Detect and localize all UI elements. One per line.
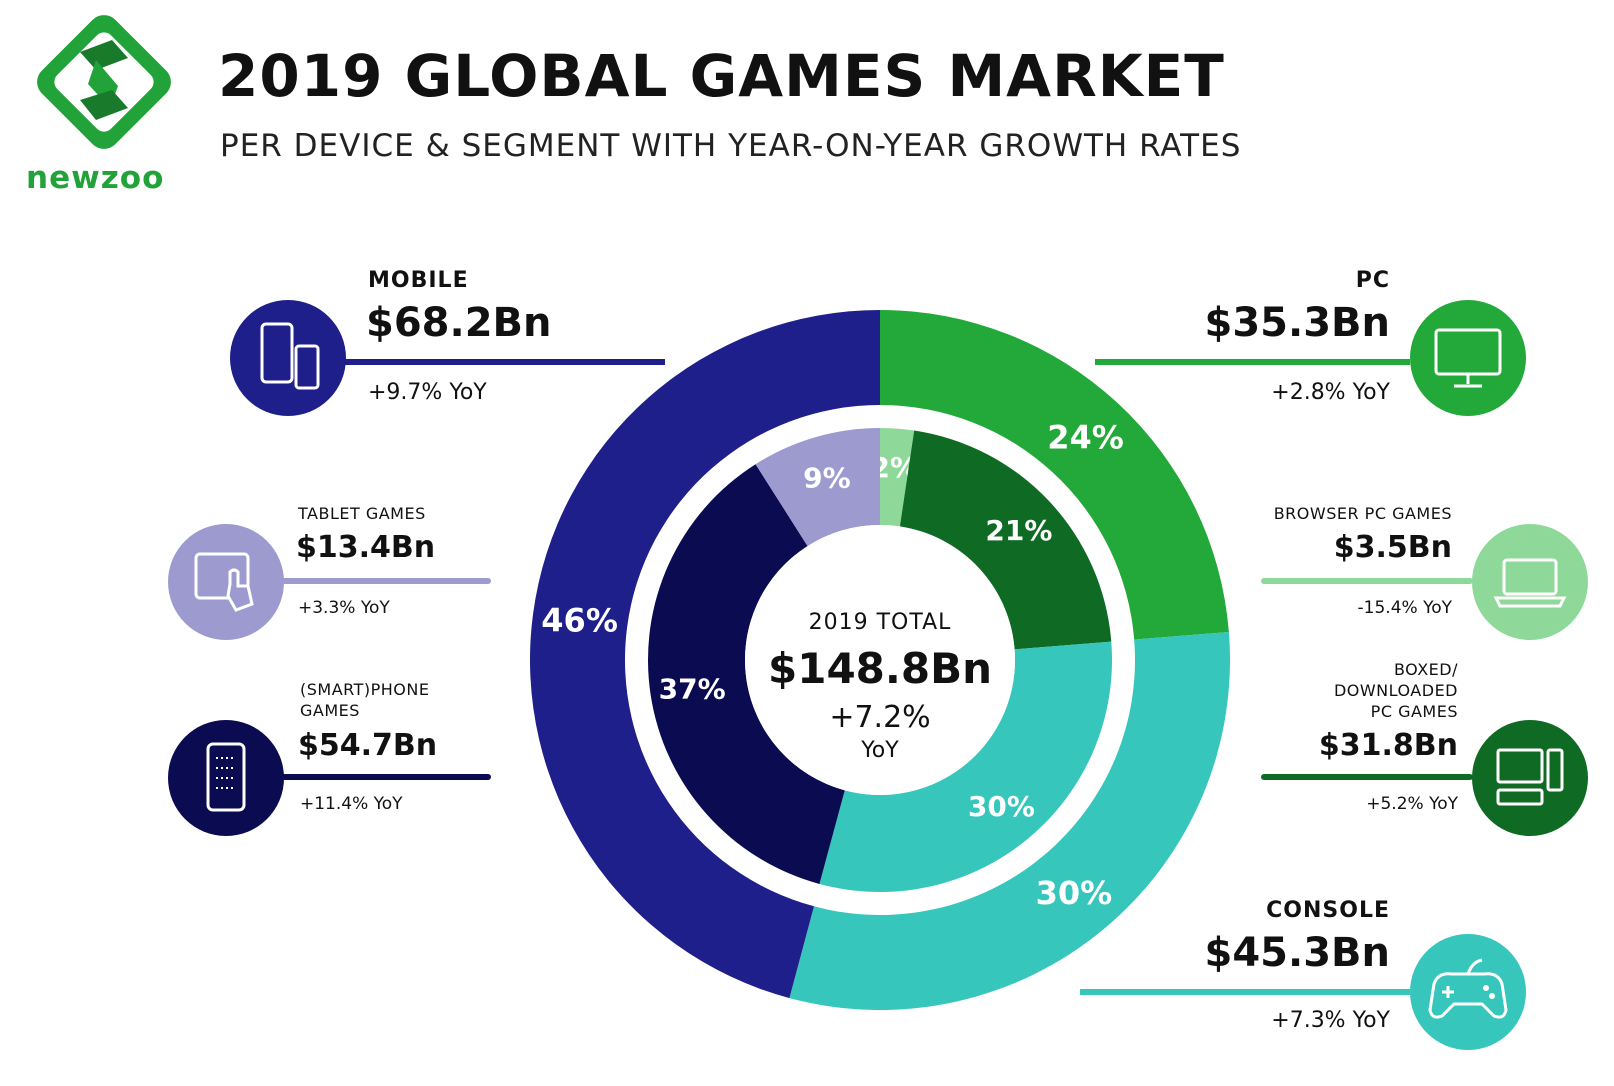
smartphone-value: $54.7Bn bbox=[298, 728, 438, 763]
brand-name: newzoo bbox=[26, 160, 165, 196]
smartphone-label-line2: GAMES bbox=[300, 701, 360, 720]
page-title: 2019 GLOBAL GAMES MARKET bbox=[218, 42, 1225, 110]
total-label: 2019 TOTAL bbox=[808, 610, 952, 635]
pc-yoy: +2.8% YoY bbox=[1271, 380, 1390, 405]
total-value: $148.8Bn bbox=[768, 644, 992, 693]
newzoo-logo bbox=[37, 15, 171, 149]
total-growth-unit: YoY bbox=[861, 738, 899, 763]
donut-chart: 24%30%46%2%21%30%37%9% bbox=[530, 310, 1230, 1010]
boxed-value: $31.8Bn bbox=[1318, 728, 1458, 763]
gamepad-icon bbox=[1410, 934, 1526, 1050]
browser-value: $3.5Bn bbox=[1333, 530, 1452, 565]
mobile-label: MOBILE bbox=[368, 268, 469, 293]
tablet-yoy: +3.3% YoY bbox=[298, 598, 390, 618]
desktop-computer-icon bbox=[1472, 720, 1588, 836]
laptop-icon bbox=[1472, 524, 1588, 640]
total-growth: +7.2% bbox=[829, 700, 931, 735]
page-subtitle: PER DEVICE & SEGMENT WITH YEAR-ON-YEAR G… bbox=[220, 128, 1242, 164]
boxed-label-line2: DOWNLOADED bbox=[1333, 681, 1458, 700]
connector-lines bbox=[277, 359, 1473, 995]
outer-slice-label-2: 46% bbox=[541, 602, 618, 640]
outer-slice-1 bbox=[789, 631, 1230, 1010]
pc-label: PC bbox=[1355, 268, 1390, 293]
smartphone-yoy: +11.4% YoY bbox=[300, 794, 403, 814]
inner-slice-label-1: 21% bbox=[985, 514, 1052, 547]
inner-slice-4 bbox=[755, 428, 880, 547]
inner-slice-0 bbox=[880, 428, 915, 527]
tablet-touch-icon bbox=[168, 524, 284, 640]
inner-slice-label-2: 30% bbox=[968, 790, 1035, 823]
outer-slice-label-0: 24% bbox=[1047, 419, 1124, 457]
outer-slice-2 bbox=[530, 310, 880, 999]
mobile-value: $68.2Bn bbox=[366, 300, 552, 346]
inner-slice-2 bbox=[819, 641, 1112, 892]
inner-slice-3 bbox=[647, 464, 845, 884]
inner-slice-label-4: 9% bbox=[803, 461, 851, 494]
console-label: CONSOLE bbox=[1266, 898, 1390, 923]
tablet-label: TABLET GAMES bbox=[298, 504, 426, 523]
smartphone-icon bbox=[168, 720, 284, 836]
monitor-icon bbox=[1410, 300, 1526, 416]
inner-slice-1 bbox=[899, 430, 1112, 650]
tablet-value: $13.4Bn bbox=[296, 530, 436, 565]
mobile-devices-icon bbox=[230, 300, 346, 416]
pc-value: $35.3Bn bbox=[1204, 300, 1391, 346]
browser-label: BROWSER PC GAMES bbox=[1273, 504, 1452, 523]
boxed-yoy: +5.2% YoY bbox=[1366, 794, 1458, 814]
smartphone-label-line1: (SMART)PHONE bbox=[300, 680, 430, 699]
boxed-label-line3: PC GAMES bbox=[1370, 702, 1458, 721]
boxed-label-line1: BOXED/ bbox=[1393, 660, 1458, 679]
outer-slice-0 bbox=[880, 310, 1229, 640]
inner-slice-label-3: 37% bbox=[659, 672, 726, 705]
browser-yoy: -15.4% YoY bbox=[1357, 598, 1452, 618]
console-yoy: +7.3% YoY bbox=[1271, 1008, 1390, 1033]
mobile-yoy: +9.7% YoY bbox=[368, 380, 487, 405]
outer-slice-label-1: 30% bbox=[1036, 874, 1113, 912]
console-value: $45.3Bn bbox=[1204, 930, 1391, 976]
donut-hole bbox=[745, 525, 1015, 795]
